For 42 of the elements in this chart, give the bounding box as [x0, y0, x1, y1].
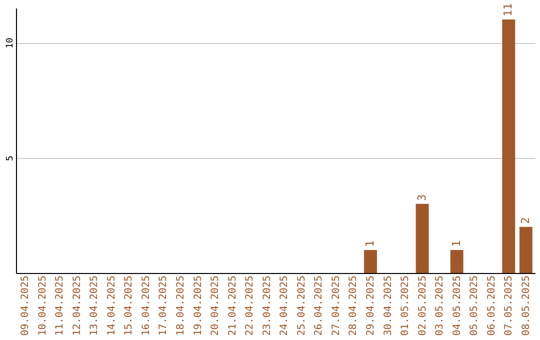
- x-tick-label: 10.04.2025: [37, 276, 48, 336]
- bar: [416, 204, 429, 273]
- y-tick-label: 10: [6, 38, 16, 48]
- x-tick-label: 16.04.2025: [140, 276, 152, 336]
- x-tick-label: 13.04.2025: [89, 276, 100, 336]
- x-tick-label: 04.05.2025: [452, 276, 463, 336]
- x-tick-label: 23.04.2025: [262, 276, 273, 336]
- bar: [364, 250, 377, 273]
- x-tick-label: 22.04.2025: [244, 276, 256, 336]
- data-label: 1: [363, 240, 376, 247]
- y-tick-label: 5: [6, 156, 16, 161]
- x-tick-label: 18.04.2025: [176, 276, 187, 336]
- x-tick-label: 20.04.2025: [210, 276, 222, 336]
- x-tick-label: 21.04.2025: [227, 276, 238, 336]
- data-label: 2: [518, 217, 532, 224]
- x-tick-label: 08.05.2025: [520, 276, 532, 336]
- data-label: 3: [415, 194, 428, 201]
- x-tick-label: 25.04.2025: [296, 276, 308, 336]
- x-tick-label: 29.04.2025: [365, 276, 376, 336]
- x-tick-label: 12.04.2025: [72, 276, 83, 336]
- data-label: 1: [450, 240, 463, 247]
- x-tick-label: 19.04.2025: [192, 276, 204, 336]
- data-label: 11: [502, 3, 515, 17]
- x-tick-label: 30.04.2025: [382, 276, 394, 336]
- bar: [450, 250, 464, 273]
- x-tick-label: 07.05.2025: [504, 276, 515, 336]
- x-tick-label: 24.04.2025: [279, 276, 290, 336]
- x-tick-label: 06.05.2025: [486, 276, 498, 336]
- x-tick-label: 17.04.2025: [158, 276, 170, 336]
- x-tick-label: 01.05.2025: [400, 276, 412, 336]
- x-tick-label: 15.04.2025: [124, 276, 135, 336]
- bar: [502, 20, 516, 273]
- x-tick-label: 26.04.2025: [314, 276, 325, 336]
- x-tick-label: 02.05.2025: [417, 276, 428, 336]
- x-tick-label: 03.05.2025: [434, 276, 446, 336]
- x-tick-label: 09.04.2025: [20, 276, 32, 336]
- x-tick-label: 14.04.2025: [106, 276, 118, 336]
- x-tick-label: 28.04.2025: [348, 276, 360, 336]
- x-tick-label: 27.04.2025: [330, 276, 342, 336]
- bar: [519, 226, 532, 273]
- x-tick-label: 11.04.2025: [54, 276, 66, 336]
- x-tick-label: 05.05.2025: [469, 276, 480, 336]
